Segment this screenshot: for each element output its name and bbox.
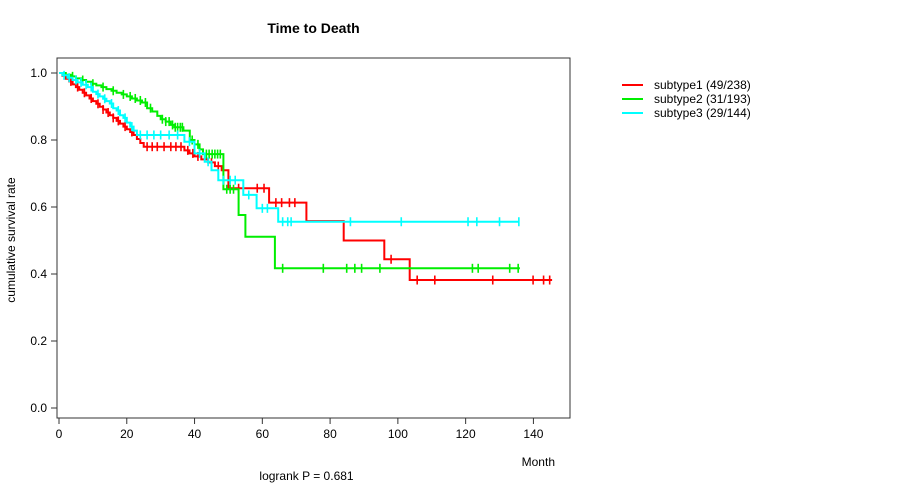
legend-label-subtype1: subtype1 (49/238) — [654, 78, 751, 92]
y-tick-label: 0.8 — [30, 133, 47, 147]
x-tick-label: 60 — [256, 427, 270, 441]
y-tick-label: 0.0 — [30, 401, 47, 415]
x-tick-label: 80 — [323, 427, 337, 441]
legend-item-subtype1: subtype1 (49/238) — [622, 78, 751, 92]
x-tick-label: 40 — [188, 427, 202, 441]
y-tick-label: 0.2 — [30, 334, 47, 348]
legend-label-subtype3: subtype3 (29/144) — [654, 106, 751, 120]
legend: subtype1 (49/238) subtype2 (31/193) subt… — [622, 78, 751, 120]
y-tick-label: 1.0 — [30, 66, 47, 80]
legend-line-swatch-subtype1 — [622, 84, 643, 86]
x-tick-label: 140 — [523, 427, 543, 441]
legend-item-subtype2: subtype2 (31/193) — [622, 92, 751, 106]
logrank-annotation: logrank P = 0.681 — [259, 469, 354, 483]
chart-title: Time to Death — [267, 20, 360, 36]
x-tick-label: 100 — [388, 427, 408, 441]
legend-line-swatch-subtype3 — [622, 112, 643, 114]
curve-subtype2 — [59, 72, 520, 270]
y-tick-label: 0.6 — [30, 200, 47, 214]
x-axis-title: Month — [521, 455, 555, 469]
curve-subtype1 — [59, 72, 553, 281]
legend-label-subtype2: subtype2 (31/193) — [654, 92, 751, 106]
x-tick-label: 0 — [56, 427, 63, 441]
x-tick-label: 120 — [456, 427, 476, 441]
plot-box — [56, 57, 571, 419]
legend-line-swatch-subtype2 — [622, 98, 643, 100]
y-tick-label: 0.4 — [30, 267, 47, 281]
x-tick-label: 20 — [120, 427, 134, 441]
legend-item-subtype3: subtype3 (29/144) — [622, 106, 751, 120]
